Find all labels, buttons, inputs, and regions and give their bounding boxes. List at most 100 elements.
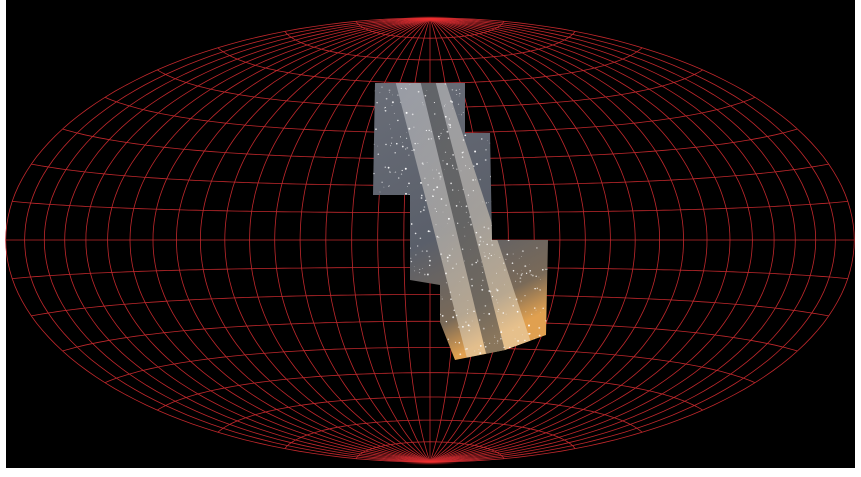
star (496, 299, 498, 301)
star (426, 250, 428, 252)
star (446, 130, 449, 133)
star (462, 139, 465, 141)
star (484, 345, 487, 348)
star (483, 252, 485, 254)
star (377, 153, 380, 155)
star (397, 177, 400, 179)
star (515, 298, 518, 301)
star (384, 166, 387, 168)
star (468, 197, 470, 198)
star (429, 259, 431, 262)
star (496, 342, 498, 344)
star (487, 227, 490, 230)
star (443, 105, 445, 107)
star (390, 128, 391, 130)
star (410, 260, 413, 263)
star (405, 87, 407, 90)
star (519, 277, 522, 280)
star (456, 93, 458, 95)
star (529, 271, 531, 273)
star (410, 257, 412, 259)
star (480, 285, 482, 287)
star (434, 208, 436, 210)
north-pole-glow (400, 16, 460, 22)
star (450, 298, 452, 301)
star (479, 352, 482, 355)
star (538, 276, 540, 278)
star (465, 321, 467, 323)
star (411, 149, 413, 151)
star (500, 329, 502, 331)
star (490, 254, 492, 257)
star (438, 135, 440, 138)
star (486, 243, 488, 246)
star (485, 149, 487, 151)
star (529, 270, 531, 272)
star (474, 150, 477, 153)
star (503, 346, 505, 349)
dust-lane (420, 83, 510, 360)
star (518, 326, 520, 328)
star (488, 312, 491, 315)
star (413, 149, 415, 151)
star (491, 244, 494, 246)
star (502, 321, 504, 324)
star (381, 86, 383, 88)
star (438, 172, 440, 175)
parallel (217, 396, 643, 433)
star (512, 304, 514, 307)
star (491, 282, 494, 284)
star (459, 294, 461, 296)
star (393, 112, 395, 114)
star (491, 240, 493, 242)
star (420, 194, 423, 197)
star (445, 204, 447, 207)
star (424, 177, 426, 180)
star (415, 254, 417, 256)
star (446, 256, 449, 259)
star (438, 236, 440, 239)
star (448, 123, 450, 125)
star (423, 273, 426, 276)
star (534, 287, 536, 290)
star (481, 288, 484, 291)
star (488, 201, 490, 203)
star (400, 101, 402, 103)
star (501, 335, 503, 337)
star (457, 222, 459, 224)
star (497, 340, 499, 342)
star (373, 172, 375, 175)
star (484, 305, 487, 307)
star (509, 297, 511, 299)
star (491, 295, 494, 298)
star (391, 105, 393, 106)
parallel (31, 294, 829, 317)
star (530, 274, 532, 276)
star (545, 268, 547, 271)
star (479, 178, 481, 181)
star (449, 291, 452, 293)
star (452, 267, 454, 269)
star (420, 211, 422, 213)
star (457, 189, 459, 191)
star (468, 329, 471, 332)
star (529, 333, 531, 335)
star (417, 245, 419, 247)
star (465, 205, 468, 208)
star (512, 329, 514, 331)
star (515, 280, 517, 282)
star (408, 182, 410, 185)
star (452, 316, 455, 319)
star (471, 284, 473, 287)
star (471, 320, 473, 322)
star (426, 162, 428, 163)
star (451, 165, 454, 167)
star (540, 311, 541, 313)
star (427, 184, 429, 186)
star (521, 250, 524, 253)
star (388, 91, 390, 93)
star (389, 171, 391, 174)
star (450, 182, 452, 185)
star (487, 257, 490, 259)
